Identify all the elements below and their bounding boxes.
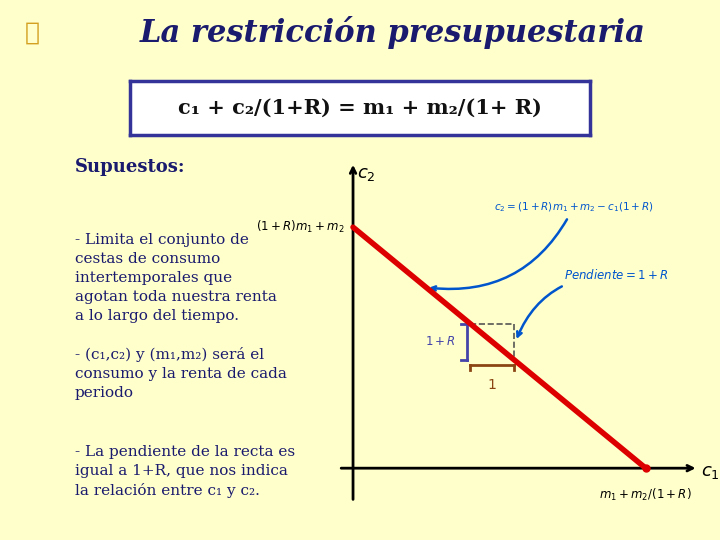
Text: - La pendiente de la recta es
igual a 1+R, que nos indica
la relación entre c₁ y: - La pendiente de la recta es igual a 1+… — [75, 445, 295, 498]
Text: $(1+R)m_1+m_2$: $(1+R)m_1+m_2$ — [256, 219, 344, 235]
Text: $c_2$: $c_2$ — [357, 165, 376, 183]
Text: - (c₁,c₂) y (m₁,m₂) será el
consumo y la renta de cada
periodo: - (c₁,c₂) y (m₁,m₂) será el consumo y la… — [75, 347, 287, 400]
Text: $Pendiente = 1+R$: $Pendiente = 1+R$ — [517, 268, 668, 336]
Text: ⌛: ⌛ — [25, 21, 40, 44]
Text: $c_1$: $c_1$ — [701, 463, 720, 482]
Text: - Limita el conjunto de
cestas de consumo
intertemporales que
agotan toda nuestr: - Limita el conjunto de cestas de consum… — [75, 233, 276, 323]
Text: $c_2=(1+R)m_1+m_2-c_1(1+R)$: $c_2=(1+R)m_1+m_2-c_1(1+R)$ — [432, 200, 653, 291]
Text: $m_1+m_2/(1+R)$: $m_1+m_2/(1+R)$ — [599, 487, 692, 503]
Text: $1$: $1$ — [487, 377, 497, 392]
Text: c₁ + c₂/(1+R) = m₁ + m₂/(1+ R): c₁ + c₂/(1+R) = m₁ + m₂/(1+ R) — [178, 98, 542, 118]
Text: Supuestos:: Supuestos: — [75, 158, 185, 176]
Text: $1+R$: $1+R$ — [426, 335, 456, 348]
Text: La restricción presupuestaria: La restricción presupuestaria — [140, 16, 645, 49]
